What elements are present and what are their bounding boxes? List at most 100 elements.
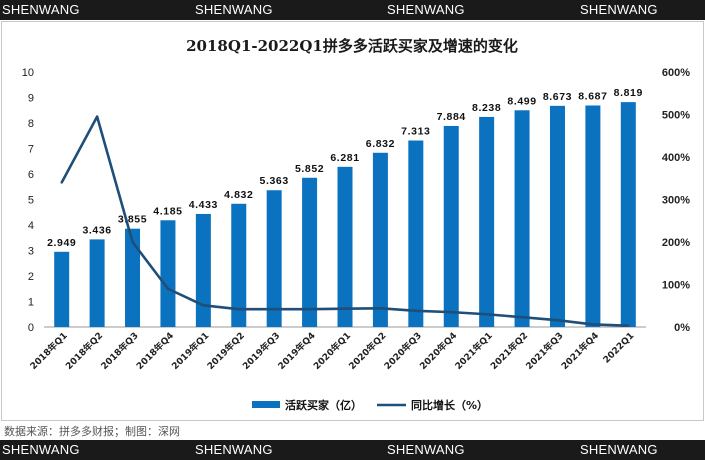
watermark-text: SHENWANG bbox=[195, 442, 273, 457]
growth-point bbox=[520, 316, 524, 319]
x-tick-label: 2018年Q4 bbox=[134, 330, 176, 372]
growth-point bbox=[237, 307, 240, 311]
x-tick-label: 2021年Q2 bbox=[488, 330, 530, 372]
bar-value-label: 4.832 bbox=[224, 189, 253, 201]
x-tick-label: 2020年Q1 bbox=[311, 330, 353, 372]
x-tick-label: 2020年Q3 bbox=[382, 330, 424, 372]
x-tick-label: 2018年Q3 bbox=[98, 330, 140, 372]
bar bbox=[443, 125, 459, 327]
y-left-tick-label: 7 bbox=[28, 144, 34, 156]
bar bbox=[195, 213, 211, 327]
growth-point bbox=[627, 324, 630, 327]
y-right-tick-label: 500% bbox=[662, 110, 690, 122]
y-right-tick-label: 300% bbox=[662, 195, 690, 207]
data-source-note: 数据来源：拼多多财报；制图：深网 bbox=[4, 425, 180, 438]
top-watermark-strip: SHENWANG SHENWANG SHENWANG SHENWANG bbox=[0, 0, 705, 20]
growth-point bbox=[591, 323, 595, 326]
bar-value-label: 7.884 bbox=[437, 111, 466, 123]
bar bbox=[160, 220, 176, 327]
y-right-tick-label: 0% bbox=[674, 322, 690, 334]
watermark-text: SHENWANG bbox=[387, 2, 465, 17]
growth-point bbox=[485, 313, 488, 316]
bar bbox=[302, 177, 318, 327]
bar-value-label: 6.281 bbox=[330, 152, 359, 164]
watermark-text: SHENWANG bbox=[2, 442, 80, 457]
legend-label-bar: 活跃买家（亿） bbox=[285, 398, 362, 412]
x-tick-label: 2019年Q4 bbox=[275, 330, 317, 372]
chart-title: 2018Q1-2022Q1拼多多活跃买家及增速的变化 bbox=[186, 37, 518, 55]
watermark-text: SHENWANG bbox=[580, 442, 658, 457]
bar-value-label: 5.363 bbox=[260, 175, 289, 187]
legend-swatch-bar bbox=[252, 401, 280, 408]
bar-value-label: 8.819 bbox=[614, 87, 643, 99]
bar bbox=[231, 203, 247, 327]
watermark-text: SHENWANG bbox=[580, 2, 658, 17]
bar-value-labels: 2.949 3.436 3.855 4.185 4.433 4.832 5.363 5.852… bbox=[47, 87, 643, 249]
y-left-tick-label: 1 bbox=[28, 297, 34, 309]
y-right-tick-label: 100% bbox=[662, 280, 690, 292]
x-tick-label: 2020年Q2 bbox=[346, 330, 388, 372]
y-left-tick-label: 9 bbox=[28, 93, 34, 105]
growth-point bbox=[450, 310, 453, 314]
bar bbox=[266, 190, 282, 327]
x-tick-label: 2022Q1 bbox=[602, 331, 637, 366]
growth-point bbox=[556, 319, 559, 322]
bar-series bbox=[54, 102, 636, 327]
growth-point bbox=[202, 304, 205, 307]
bar-value-label: 8.687 bbox=[578, 90, 607, 102]
y-left-tick-label: 5 bbox=[28, 195, 34, 207]
y-left-tick-label: 6 bbox=[28, 169, 34, 181]
bar-value-label: 8.673 bbox=[543, 91, 572, 103]
bar bbox=[549, 105, 565, 327]
bar-value-label: 6.832 bbox=[366, 138, 395, 150]
bar bbox=[337, 166, 353, 327]
legend-label-line: 同比增长（%） bbox=[411, 398, 488, 412]
bar bbox=[372, 152, 388, 327]
watermark-text: SHENWANG bbox=[387, 442, 465, 457]
y-left-tick-label: 8 bbox=[28, 118, 34, 130]
y-left-tick-label: 3 bbox=[28, 246, 34, 258]
bar bbox=[54, 251, 70, 327]
bar-value-label: 8.499 bbox=[507, 95, 536, 107]
bar bbox=[125, 228, 141, 327]
y-right-tick-label: 400% bbox=[662, 152, 690, 164]
bar bbox=[479, 116, 495, 327]
y-left-tick-label: 4 bbox=[28, 220, 34, 232]
bar-value-label: 4.433 bbox=[189, 199, 218, 211]
growth-point bbox=[166, 287, 170, 290]
x-tick-label: 2021年Q1 bbox=[452, 330, 494, 372]
bar bbox=[89, 239, 105, 327]
bar-value-label: 3.436 bbox=[82, 224, 111, 236]
bar-value-label: 5.852 bbox=[295, 163, 324, 175]
y-left-tick-label: 0 bbox=[28, 322, 34, 334]
bar-value-label: 4.185 bbox=[153, 205, 182, 217]
x-axis-tick-labels: 2018年Q12018年Q22018年Q32018年Q42019年Q12019年… bbox=[27, 330, 636, 372]
bar-value-label: 3.855 bbox=[118, 214, 147, 226]
x-tick-label: 2019年Q2 bbox=[204, 330, 246, 372]
y-right-tick-label: 200% bbox=[662, 237, 690, 249]
growth-point bbox=[272, 307, 276, 311]
watermark-text: SHENWANG bbox=[2, 2, 80, 17]
bar bbox=[514, 110, 530, 327]
growth-point bbox=[131, 240, 134, 244]
growth-point bbox=[379, 307, 382, 310]
bar-value-label: 7.313 bbox=[401, 126, 430, 138]
x-tick-label: 2019年Q1 bbox=[169, 330, 211, 372]
x-tick-label: 2019年Q3 bbox=[240, 330, 282, 372]
x-tick-label: 2021年Q3 bbox=[523, 330, 565, 372]
bar-value-label: 2.949 bbox=[47, 237, 76, 249]
growth-point bbox=[343, 307, 347, 310]
growth-line-series bbox=[60, 115, 630, 328]
growth-point bbox=[95, 115, 99, 118]
bottom-watermark-strip: SHENWANG SHENWANG SHENWANG SHENWANG bbox=[0, 440, 705, 460]
y-left-tick-label: 2 bbox=[28, 271, 34, 283]
watermark-text: SHENWANG bbox=[195, 2, 273, 17]
bar-value-label: 8.238 bbox=[472, 102, 501, 114]
x-tick-label: 2018年Q1 bbox=[27, 330, 69, 372]
bar bbox=[620, 102, 636, 327]
x-tick-label: 2020年Q4 bbox=[417, 330, 459, 372]
growth-point bbox=[308, 307, 311, 311]
bar bbox=[408, 140, 424, 327]
bar bbox=[585, 105, 601, 327]
chart-svg: 2018Q1-2022Q1拼多多活跃买家及增速的变化 0 1 2 3 4 5 6 7 8 9 100… bbox=[22, 37, 690, 412]
